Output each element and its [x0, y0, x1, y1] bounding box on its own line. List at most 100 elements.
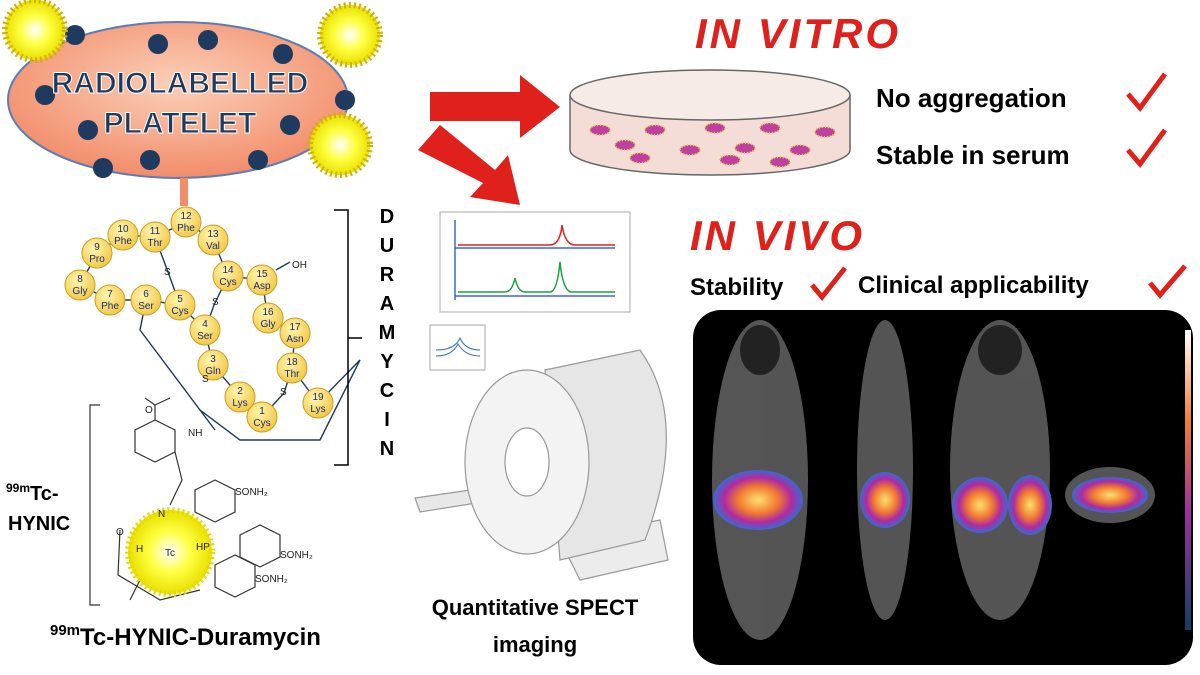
chromatogram: [439, 211, 631, 313]
duramycin-letter: N: [380, 438, 394, 460]
duramycin-letter: I: [384, 409, 390, 431]
residue-name: Ser: [197, 331, 213, 342]
superscript: 99m: [50, 622, 80, 639]
residue-name: Asn: [286, 334, 303, 345]
hynic-line: Tc-: [30, 483, 59, 505]
duramycin-letter: A: [380, 293, 394, 315]
checkmark: [1126, 128, 1168, 169]
residue: [64, 269, 96, 301]
duramycin-letter: Y: [380, 351, 394, 373]
residue-number: 5: [177, 294, 183, 305]
residue-number: 13: [207, 229, 219, 240]
residue: [81, 237, 113, 269]
in-vitro-item: Stable in serum: [876, 140, 1070, 170]
residue-number: 14: [222, 265, 234, 276]
residues: 1Cys2Lys3Gln4Ser5Cys6Ser7Phe8Gly9Pro10Ph…: [64, 206, 334, 433]
residue-number: 8: [77, 274, 83, 285]
chem-o: O: [116, 527, 124, 538]
residue-number: 6: [143, 289, 149, 300]
chem-sonh2: SONH₂: [280, 550, 313, 561]
in-vivo-heading: IN VIVO: [690, 212, 865, 259]
residue: [279, 317, 311, 349]
duramycin-letter: D: [380, 206, 394, 228]
arrow-in-vivo: [418, 125, 520, 205]
sulfur-label: S: [202, 374, 209, 385]
residue-name: Gln: [205, 366, 221, 377]
residue-number: 10: [117, 224, 129, 235]
residue-number: 17: [289, 322, 301, 333]
residue-name: Cys: [171, 306, 188, 317]
residue-name: Phe: [177, 223, 195, 234]
residue: [130, 284, 162, 316]
residue: [107, 219, 139, 251]
sulfur-label: S: [212, 297, 219, 308]
oh-label: OH: [292, 260, 307, 271]
spect-caption: Quantitative SPECT: [432, 595, 639, 620]
o-label: O: [145, 405, 153, 416]
residue: [212, 260, 244, 292]
residue-name: Cys: [253, 418, 270, 429]
spect-caption: imaging: [493, 632, 577, 657]
sulfur-label: S: [280, 387, 287, 398]
duramycin-letter: U: [380, 235, 394, 257]
residue-name: Ser: [138, 301, 154, 312]
duramycin-letter: C: [380, 380, 394, 402]
residue-number: 7: [107, 289, 113, 300]
in-vivo-item: Stability: [690, 274, 784, 301]
residue-number: 1: [259, 406, 265, 417]
duramycin-letter: M: [379, 322, 396, 344]
in-vivo-item: Clinical applicability: [858, 272, 1089, 299]
residue: [170, 206, 202, 238]
residue: [246, 401, 278, 433]
residue-name: Thr: [285, 369, 301, 380]
superscript: 99m: [6, 481, 30, 495]
in-vitro-heading: IN VITRO: [695, 10, 901, 57]
residue: [94, 284, 126, 316]
spect-scanner: [414, 349, 669, 581]
residue-name: Val: [206, 241, 220, 252]
residue-name: Gly: [73, 286, 88, 297]
residue-number: 4: [202, 319, 208, 330]
residue-name: Gly: [261, 319, 276, 330]
residue-number: 9: [94, 242, 100, 253]
residue: [224, 381, 256, 413]
hynic-label: 99mTc-: [6, 481, 59, 505]
tc-star: [125, 507, 215, 597]
petri-dish: [569, 69, 851, 176]
arrow-in-vitro: [430, 75, 560, 138]
mini-graph-lines: [435, 336, 481, 357]
radiation-stars: [2, 0, 383, 178]
residue: [197, 224, 229, 256]
residue-number: 12: [180, 211, 192, 222]
in-vitro-item: No aggregation: [876, 83, 1067, 113]
platelet-label: RADIOLABELLED: [52, 67, 309, 100]
residue-name: Thr: [148, 238, 164, 249]
residue-number: 18: [286, 357, 298, 368]
duramycin-letter: R: [380, 264, 395, 286]
residue: [189, 314, 221, 346]
residue-name: Asp: [253, 281, 271, 292]
chem-hp: HP: [196, 542, 210, 553]
sulfur-label: S: [164, 267, 171, 278]
platelet: RADIOLABELLED PLATELET: [2, 0, 383, 206]
hynic-label: HYNIC: [8, 513, 70, 535]
chromatogram-lines: [454, 220, 615, 300]
residue-number: 15: [256, 269, 268, 280]
checkmark: [1148, 264, 1187, 299]
checkmark: [810, 266, 847, 301]
residue-name: Pro: [89, 254, 105, 265]
chem-sonh2: SONH₂: [235, 487, 268, 498]
residue: [164, 289, 196, 321]
linker: [180, 178, 188, 206]
residue-name: Lys: [232, 398, 247, 409]
residue-number: 16: [262, 307, 274, 318]
chem-sonh2: SONH₂: [255, 574, 288, 585]
residue: [302, 387, 334, 419]
residue-number: 3: [210, 354, 216, 365]
residue: [252, 302, 284, 334]
duramycin-bracket: [334, 209, 362, 466]
residue-number: 11: [150, 226, 161, 237]
mini-graph: [429, 324, 486, 371]
